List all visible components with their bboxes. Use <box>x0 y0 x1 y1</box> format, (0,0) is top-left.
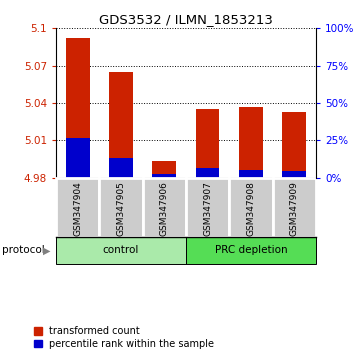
Bar <box>186 177 229 237</box>
Bar <box>239 170 263 177</box>
Text: GSM347909: GSM347909 <box>290 181 299 236</box>
Text: GSM347904: GSM347904 <box>73 181 82 236</box>
Text: protocol: protocol <box>2 245 44 256</box>
Bar <box>239 107 263 177</box>
Text: GSM347908: GSM347908 <box>247 181 255 236</box>
Bar <box>196 167 219 177</box>
Text: ▶: ▶ <box>43 245 51 256</box>
Bar <box>152 161 176 177</box>
Bar <box>99 177 143 237</box>
Title: GDS3532 / ILMN_1853213: GDS3532 / ILMN_1853213 <box>99 13 273 26</box>
Bar <box>282 171 306 177</box>
Bar <box>152 174 176 177</box>
Bar <box>196 109 219 177</box>
Bar <box>282 112 306 177</box>
Text: PRC depletion: PRC depletion <box>214 245 287 256</box>
Bar <box>66 138 90 177</box>
Bar <box>273 177 316 237</box>
Legend: transformed count, percentile rank within the sample: transformed count, percentile rank withi… <box>34 326 214 349</box>
Bar <box>229 177 273 237</box>
Text: GSM347907: GSM347907 <box>203 181 212 236</box>
Bar <box>109 158 133 177</box>
Bar <box>66 38 90 177</box>
Text: control: control <box>103 245 139 256</box>
Bar <box>56 177 99 237</box>
Text: GSM347906: GSM347906 <box>160 181 169 236</box>
Text: GSM347905: GSM347905 <box>117 181 125 236</box>
Bar <box>143 177 186 237</box>
Bar <box>109 72 133 177</box>
